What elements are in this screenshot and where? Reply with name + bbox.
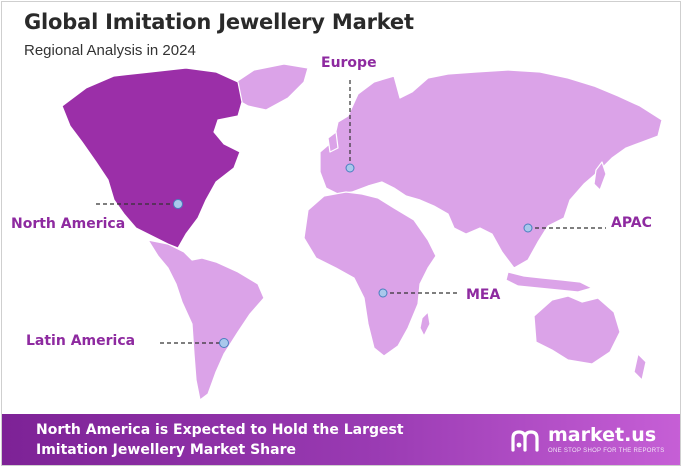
latin-america-shape [147, 239, 265, 401]
market-us-logo-icon [511, 430, 539, 452]
europe-marker [345, 163, 355, 173]
apac-marker [523, 223, 533, 233]
brand-tagline: ONE STOP SHOP FOR THE REPORTS [548, 448, 665, 454]
page-title: Global Imitation Jewellery Market [24, 10, 414, 34]
eurasia-shape [319, 69, 663, 269]
africa-shape [303, 191, 437, 357]
japan-shape [593, 161, 607, 191]
label-europe: Europe [321, 55, 377, 71]
page-subtitle: Regional Analysis in 2024 [24, 42, 196, 59]
australia-shape [533, 295, 621, 365]
footer-headline: North America is Expected to Hold the La… [36, 422, 404, 458]
mea-marker [378, 288, 388, 298]
label-latin-america: Latin America [26, 333, 136, 349]
label-mea: MEA [466, 287, 501, 303]
label-apac: APAC [611, 215, 652, 231]
madagascar-shape [419, 311, 431, 337]
new-zealand-shape [633, 353, 647, 381]
uk-shape [327, 131, 339, 153]
north-america-shape [61, 67, 243, 249]
world-map [61, 63, 663, 401]
latin-america-marker [219, 338, 229, 348]
islands-shape [505, 271, 593, 293]
north-america-marker [173, 199, 183, 209]
footer-banner: North America is Expected to Hold the La… [2, 414, 680, 465]
brand-name: market.us [548, 424, 657, 446]
label-north-america: North America [11, 216, 126, 232]
